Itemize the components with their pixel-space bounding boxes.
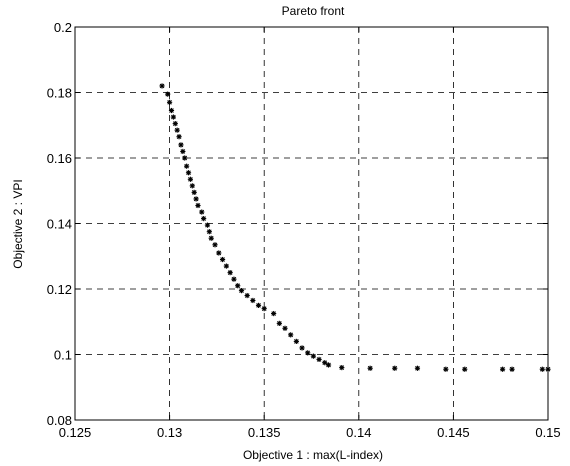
data-point [167,99,173,105]
y-tick-label: 0.18 [47,86,72,101]
data-points [159,83,551,372]
data-point [219,256,226,263]
grid-lines [75,27,548,420]
data-point [180,148,186,155]
data-point [168,107,175,114]
data-point [539,366,545,372]
data-point [392,365,398,371]
data-point [462,366,468,372]
data-point [293,338,299,344]
data-point [238,288,245,294]
data-point [187,176,194,182]
data-point [174,127,180,133]
data-point [235,283,241,289]
data-point [250,297,256,304]
data-point [545,366,551,372]
data-point [305,350,311,356]
y-axis-label: Objective 2 : VPI [11,179,25,268]
axis-ticks [74,26,549,421]
y-tick-label: 0.2 [54,20,72,35]
data-point [325,362,332,368]
data-point [206,229,212,235]
data-point [176,134,182,140]
data-point [199,209,205,215]
x-tick-label: 0.145 [437,425,470,440]
data-point [299,345,305,351]
data-point [172,121,178,127]
data-point [201,215,207,222]
data-point [271,310,277,317]
data-point [231,276,237,282]
data-point [212,242,218,248]
chart-title: Pareto front [282,4,345,18]
data-point [282,325,288,331]
data-point [204,222,211,228]
y-tick-label: 0.12 [47,282,72,297]
data-point [189,183,195,189]
data-point [443,366,449,372]
x-axis-tick-labels: 0.125 0.13 0.135 0.14 0.145 0.15 [59,425,561,440]
data-point [208,235,214,241]
y-tick-label: 0.16 [47,151,72,166]
data-point [499,366,506,372]
data-point [276,320,282,326]
data-point [182,155,188,161]
data-point [165,91,171,97]
data-point [316,356,322,363]
data-point [244,292,250,299]
data-point [255,302,262,308]
y-tick-label: 0.14 [47,217,72,232]
data-point [367,365,373,371]
data-point [223,263,229,269]
data-point [185,170,192,176]
x-tick-label: 0.125 [59,425,92,440]
y-tick-label: 0.1 [54,348,72,363]
x-axis-label: Objective 1 : max(L-index) [243,448,383,462]
data-point [261,306,267,312]
x-tick-label: 0.14 [346,425,371,440]
data-point [191,189,197,195]
data-point [170,114,176,120]
data-point [195,202,201,209]
data-point [414,365,421,371]
data-point [339,365,345,371]
x-tick-label: 0.13 [157,425,182,440]
data-point [288,332,294,338]
data-point [509,366,515,372]
data-point [178,142,184,148]
y-axis-tick-labels: 0.08 0.1 0.12 0.14 0.16 0.18 0.2 [47,20,72,428]
data-point [227,270,233,276]
data-point [322,360,328,366]
x-tick-label: 0.135 [248,425,281,440]
data-point [216,250,222,256]
x-tick-label: 0.15 [535,425,560,440]
data-point [310,353,316,359]
data-point [184,163,190,169]
data-point [193,196,199,202]
y-tick-label: 0.08 [47,413,72,428]
data-point [159,83,165,89]
